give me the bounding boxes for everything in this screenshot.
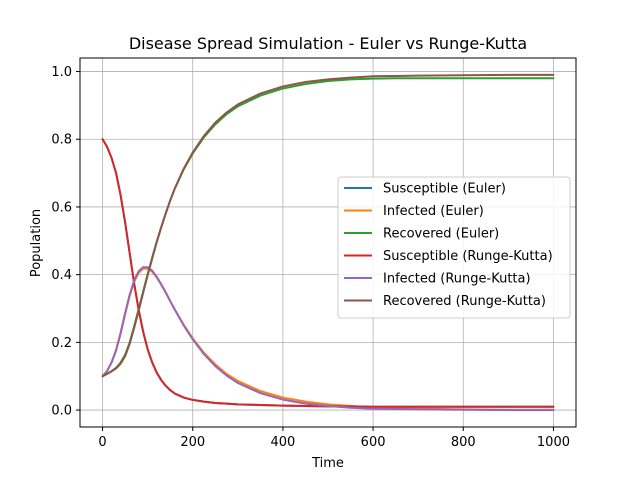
chart-title: Disease Spread Simulation - Euler vs Run…	[129, 34, 527, 53]
x-axis-label: Time	[311, 456, 344, 471]
series-line-susceptible-runge-kutta	[101, 138, 555, 408]
x-tick-label: 0	[98, 435, 106, 450]
x-tick-label: 800	[451, 435, 476, 450]
x-tick-label: 1000	[537, 435, 570, 450]
y-tick-label: 0.2	[51, 336, 72, 351]
y-tick-label: 0.8	[51, 133, 72, 148]
legend-item[interactable]: Infected (Runge-Kutta)	[344, 272, 531, 287]
legend-item[interactable]: Infected (Euler)	[344, 204, 484, 219]
legend-label: Recovered (Runge-Kutta)	[383, 294, 546, 309]
x-tick-label: 400	[270, 435, 295, 450]
y-tick-label: 0.0	[51, 404, 72, 419]
y-tick-label: 0.4	[51, 268, 72, 283]
legend-label: Infected (Runge-Kutta)	[383, 272, 531, 287]
y-axis-label: Population	[29, 209, 44, 277]
x-tick-label: 200	[180, 435, 205, 450]
ticks: 0 200 400 600 800 1000 0.0 0.2 0.4 0.6 0.8 1.0	[51, 65, 570, 450]
series-lines	[101, 73, 555, 412]
x-tick-label: 600	[361, 435, 386, 450]
legend-box	[337, 176, 571, 319]
legend-label: Susceptible (Euler)	[383, 182, 506, 197]
legend[interactable]: Susceptible (Euler) Infected (Euler) Recov…	[337, 176, 571, 319]
plot-frame	[79, 57, 577, 428]
legend-label: Susceptible (Runge-Kutta)	[383, 249, 553, 264]
legend-label: Infected (Euler)	[383, 204, 484, 219]
y-tick-label: 1.0	[51, 65, 72, 80]
legend-item[interactable]: Susceptible (Euler)	[344, 182, 506, 197]
series-line-recovered-runge-kutta	[101, 73, 555, 378]
legend-item[interactable]: Susceptible (Runge-Kutta)	[344, 249, 553, 264]
legend-item[interactable]: Recovered (Runge-Kutta)	[344, 294, 546, 309]
legend-item[interactable]: Recovered (Euler)	[344, 227, 499, 242]
y-tick-label: 0.6	[51, 200, 72, 215]
legend-label: Recovered (Euler)	[383, 227, 499, 242]
series-line-infected-runge-kutta	[101, 266, 555, 412]
